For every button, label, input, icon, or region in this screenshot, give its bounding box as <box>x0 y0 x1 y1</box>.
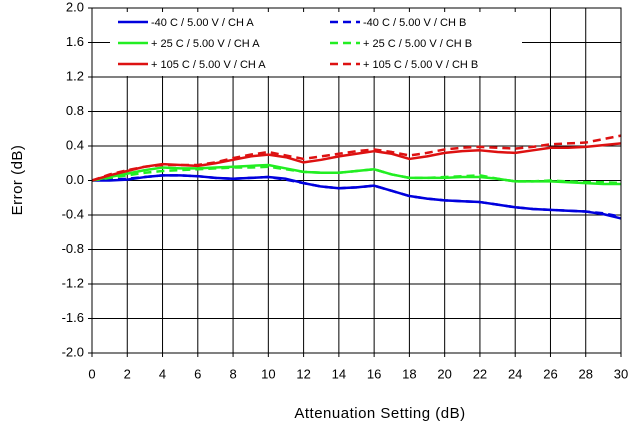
x-tick-label: 12 <box>296 366 310 381</box>
x-tick-label: 20 <box>437 366 451 381</box>
y-tick-label: 1.6 <box>66 34 84 49</box>
y-tick-label: 1.2 <box>66 68 84 83</box>
y-tick-label: -2.0 <box>62 344 84 359</box>
series-line <box>91 174 622 218</box>
legend-label: + 105 C / 5.00 V / CH B <box>363 59 478 71</box>
y-tick-label: -1.6 <box>62 310 84 325</box>
y-tick-label: 0.0 <box>66 172 84 187</box>
y-tick-label: 0.4 <box>66 137 84 152</box>
y-axis-label: Error (dB) <box>9 145 26 216</box>
x-tick-label: 28 <box>578 366 592 381</box>
legend-label: + 25 C / 5.00 V / CH A <box>151 38 260 50</box>
y-tick-label: 0.8 <box>66 103 84 118</box>
x-tick-label: 4 <box>159 366 166 381</box>
legend-label: -40 C / 5.00 V / CH B <box>363 17 466 29</box>
x-tick-label: 22 <box>473 366 487 381</box>
y-tick-label: -0.8 <box>62 241 84 256</box>
series-line <box>91 142 622 182</box>
x-tick-label: 6 <box>194 366 201 381</box>
x-tick-label: 24 <box>508 366 522 381</box>
y-tick-label: -0.4 <box>62 206 84 221</box>
y-tick-label: 2.0 <box>66 0 84 14</box>
x-tick-label: 16 <box>367 366 381 381</box>
x-tick-label: 2 <box>124 366 131 381</box>
y-tick-label: -1.2 <box>62 275 84 290</box>
x-tick-label: 8 <box>229 366 236 381</box>
legend-label: + 105 C / 5.00 V / CH A <box>151 59 266 71</box>
series-line <box>91 165 622 185</box>
x-tick-label: 14 <box>332 366 346 381</box>
x-tick-label: 0 <box>88 366 95 381</box>
x-tick-label: 10 <box>261 366 275 381</box>
x-tick-label: 26 <box>543 366 557 381</box>
legend-box <box>110 12 522 76</box>
x-axis-label: Attenuation Setting (dB) <box>294 405 465 422</box>
series-line <box>91 134 622 182</box>
legend-label: + 25 C / 5.00 V / CH B <box>363 38 472 50</box>
legend-label: -40 C / 5.00 V / CH A <box>151 17 254 29</box>
x-tick-label: 18 <box>402 366 416 381</box>
x-tick-label: 30 <box>614 366 628 381</box>
